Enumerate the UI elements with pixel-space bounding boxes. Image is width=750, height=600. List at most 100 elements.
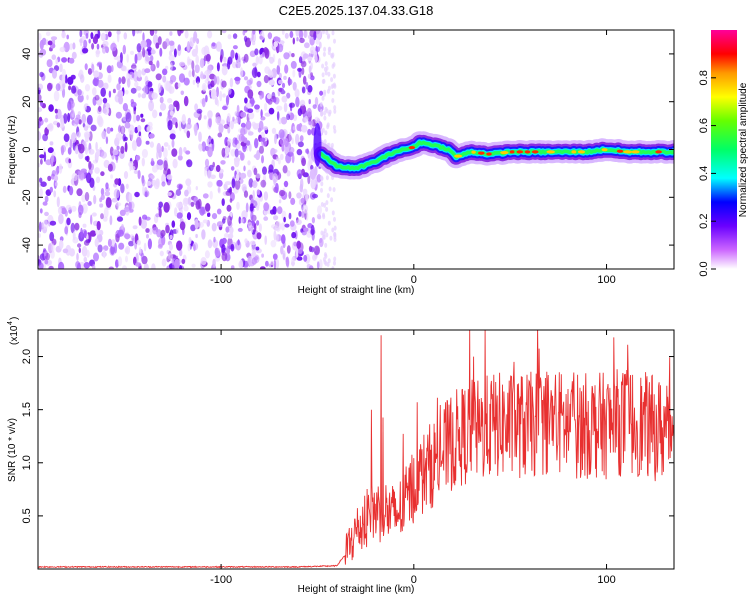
noise-speckle bbox=[245, 102, 252, 108]
noise-speckle bbox=[131, 140, 137, 151]
noise-speckle bbox=[162, 68, 168, 76]
noise-speckle bbox=[115, 111, 122, 119]
noise-speckle bbox=[135, 155, 141, 161]
noise-speckle bbox=[96, 115, 103, 126]
noise-speckle bbox=[178, 73, 186, 83]
noise-speckle bbox=[288, 191, 292, 200]
noise-speckle bbox=[263, 191, 269, 201]
noise-speckle bbox=[176, 240, 183, 251]
noise-speckle bbox=[90, 124, 97, 132]
spectrogram-ticks: -100 0 100 -40 -20 0 20 40 bbox=[21, 30, 674, 286]
noise-speckle bbox=[70, 222, 76, 234]
noise-speckle bbox=[240, 67, 244, 78]
noise-speckle bbox=[124, 248, 129, 253]
noise-speckle bbox=[264, 102, 268, 111]
noise-speckle bbox=[148, 60, 153, 66]
noise-speckle bbox=[324, 130, 328, 136]
noise-speckle bbox=[38, 233, 41, 238]
noise-speckle bbox=[225, 226, 230, 233]
noise-speckle bbox=[244, 97, 248, 104]
noise-speckle bbox=[227, 233, 234, 239]
noise-speckle bbox=[243, 165, 246, 172]
noise-speckle bbox=[100, 171, 105, 177]
snr-ylabel: SNR (10 * v/v) bbox=[7, 418, 18, 482]
noise-speckle bbox=[247, 221, 252, 228]
colorbar-tick-label: 0.0 bbox=[698, 261, 710, 276]
noise-speckle bbox=[288, 102, 295, 108]
noise-speckle bbox=[49, 141, 54, 146]
noise-speckle bbox=[114, 94, 121, 103]
noise-speckle bbox=[266, 93, 272, 100]
noise-speckle bbox=[121, 224, 124, 230]
noise-speckle bbox=[169, 31, 173, 36]
noise-speckle bbox=[230, 243, 235, 252]
noise-speckle bbox=[226, 113, 231, 123]
noise-speckle bbox=[258, 223, 262, 232]
noise-speckle bbox=[176, 212, 183, 219]
noise-speckle bbox=[296, 148, 303, 156]
noise-speckle bbox=[283, 102, 288, 113]
noise-speckle bbox=[83, 104, 87, 111]
noise-speckle bbox=[234, 148, 239, 158]
noise-speckle bbox=[80, 227, 83, 239]
noise-speckle bbox=[211, 222, 217, 232]
noise-speckle bbox=[314, 54, 318, 64]
noise-speckle bbox=[101, 130, 107, 140]
noise-speckle bbox=[301, 86, 306, 94]
noise-speckle bbox=[40, 99, 43, 107]
noise-speckle bbox=[255, 173, 261, 179]
noise-speckle bbox=[331, 210, 335, 216]
noise-speckle bbox=[45, 39, 49, 46]
noise-speckle bbox=[83, 256, 88, 263]
noise-speckle bbox=[183, 95, 189, 107]
noise-speckle bbox=[160, 229, 166, 237]
noise-speckle bbox=[188, 70, 192, 78]
noise-speckle bbox=[178, 146, 183, 157]
noise-speckle bbox=[221, 147, 226, 158]
noise-speckle bbox=[169, 243, 173, 251]
noise-speckle bbox=[113, 188, 120, 199]
noise-speckle bbox=[215, 164, 221, 173]
noise-speckle bbox=[59, 46, 66, 53]
noise-speckle bbox=[222, 105, 228, 111]
noise-speckle bbox=[148, 133, 155, 139]
noise-speckle bbox=[323, 91, 326, 97]
noise-speckle bbox=[292, 81, 297, 91]
noise-speckle bbox=[77, 243, 82, 248]
noise-speckle bbox=[309, 168, 316, 180]
noise-speckle bbox=[146, 234, 149, 239]
noise-speckle bbox=[262, 126, 269, 131]
noise-speckle bbox=[191, 263, 196, 268]
noise-speckle bbox=[68, 57, 75, 64]
noise-speckle bbox=[272, 206, 277, 215]
noise-speckle bbox=[91, 63, 95, 73]
noise-speckle bbox=[207, 30, 213, 39]
noise-speckle bbox=[38, 33, 42, 41]
noise-speckle bbox=[243, 53, 249, 63]
noise-speckle bbox=[77, 93, 84, 103]
noise-speckle bbox=[93, 194, 97, 205]
noise-speckle bbox=[199, 206, 206, 216]
noise-speckle bbox=[39, 154, 45, 159]
signal-ridge bbox=[310, 122, 674, 180]
noise-speckle bbox=[186, 212, 192, 221]
noise-speckle bbox=[330, 53, 334, 59]
noise-speckle bbox=[69, 248, 75, 257]
noise-speckle bbox=[193, 244, 196, 252]
colorbar-tick-label: 0.4 bbox=[698, 166, 710, 181]
noise-speckle bbox=[152, 109, 158, 119]
x-tick-label: -100 bbox=[210, 574, 232, 586]
noise-speckle bbox=[159, 103, 167, 111]
noise-speckle bbox=[100, 213, 104, 220]
noise-speckle bbox=[310, 224, 315, 236]
noise-speckle bbox=[167, 120, 173, 131]
noise-speckle bbox=[195, 44, 199, 55]
noise-speckle bbox=[70, 74, 76, 80]
spectrogram-xlabel: Height of straight line (km) bbox=[298, 285, 415, 296]
noise-speckle bbox=[323, 228, 327, 234]
noise-speckle bbox=[134, 81, 139, 88]
noise-speckle bbox=[312, 193, 318, 199]
noise-speckle bbox=[313, 245, 320, 256]
noise-speckle bbox=[161, 258, 167, 267]
y-tick-label: 2.0 bbox=[21, 349, 33, 364]
